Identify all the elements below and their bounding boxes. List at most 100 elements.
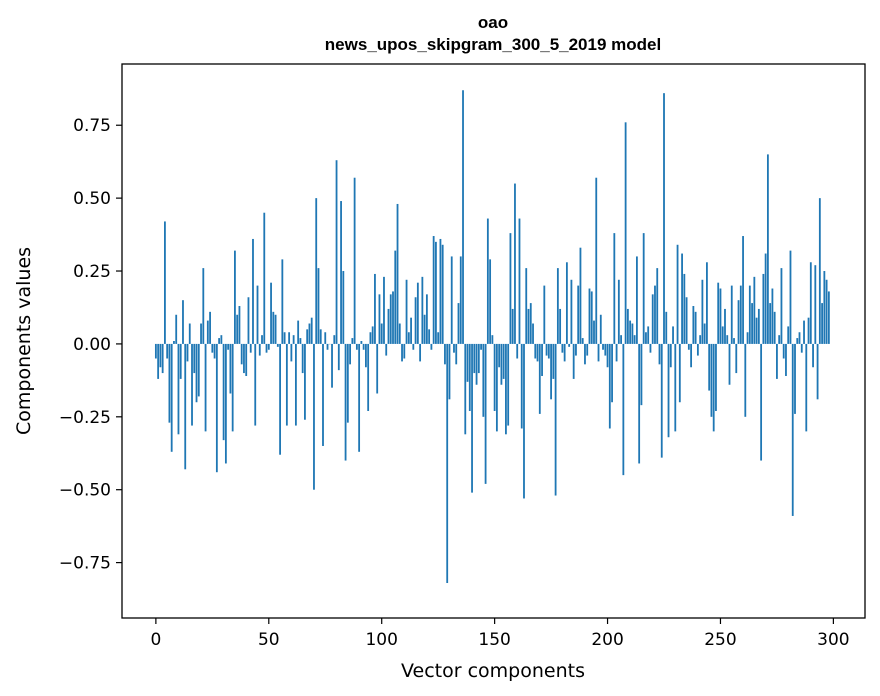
bar [687, 343, 690, 350]
bar [435, 241, 437, 344]
bar [428, 329, 431, 344]
bar [365, 343, 367, 368]
bar [785, 343, 787, 376]
bar [717, 282, 720, 344]
bar [547, 343, 550, 359]
bar [588, 288, 591, 344]
bar [622, 343, 625, 476]
bar [154, 343, 157, 359]
bar [346, 343, 349, 423]
bar [602, 343, 604, 350]
bar [396, 203, 399, 344]
bar [229, 343, 232, 394]
bar [726, 335, 729, 344]
bar [498, 343, 501, 368]
bar [209, 311, 211, 344]
bar [383, 276, 385, 344]
bar [453, 343, 455, 353]
y-tick-label: −0.50 [59, 481, 111, 501]
x-tick-label: 0 [150, 630, 161, 650]
bar [821, 303, 823, 344]
bar [164, 221, 166, 344]
bar [780, 268, 783, 344]
bar [550, 343, 552, 400]
bar [331, 343, 333, 388]
bar [511, 308, 514, 344]
plot-frame [121, 63, 866, 619]
bar [220, 335, 223, 344]
bar [629, 320, 632, 344]
bar [735, 343, 738, 374]
bar [283, 332, 286, 344]
bar [651, 294, 654, 344]
bar [353, 177, 356, 344]
bar [638, 343, 641, 464]
bar [304, 343, 306, 420]
bar [200, 323, 202, 344]
bar [188, 323, 191, 344]
bar [161, 343, 164, 374]
bar [563, 343, 566, 362]
bar [805, 343, 808, 432]
bar [518, 218, 521, 344]
bar [401, 343, 403, 362]
bar [712, 343, 715, 432]
bar [392, 291, 394, 344]
bar [755, 317, 758, 344]
bar [256, 285, 259, 344]
bar [249, 343, 252, 353]
bar [803, 320, 805, 344]
bar [606, 343, 609, 368]
bar [333, 335, 336, 344]
bar [538, 343, 541, 414]
bar [306, 329, 309, 344]
bar [769, 303, 772, 344]
bar [575, 343, 577, 356]
bar [444, 343, 446, 365]
bar [195, 343, 198, 403]
bar [520, 343, 523, 429]
bar [455, 343, 458, 365]
bar [204, 343, 207, 432]
bar [371, 326, 374, 344]
bar [778, 335, 781, 344]
bar [317, 268, 320, 344]
x-axis: 0 50 100 150 200 250 300 [150, 618, 850, 650]
bar [416, 282, 419, 344]
bar [166, 343, 169, 359]
bar [159, 343, 162, 368]
bar [367, 343, 370, 411]
bar [516, 343, 519, 359]
bar [626, 308, 629, 344]
bar [326, 343, 329, 350]
bar [376, 343, 379, 394]
bar [584, 343, 586, 365]
bar [703, 323, 706, 344]
bar [439, 238, 442, 344]
bar [211, 343, 214, 353]
bar [699, 335, 702, 344]
bar [733, 338, 735, 344]
bar [349, 343, 351, 365]
bar [773, 311, 776, 344]
bar [559, 308, 562, 344]
bar [324, 332, 327, 344]
bar [642, 233, 645, 344]
bar [514, 183, 516, 344]
bar [355, 343, 358, 350]
bar [541, 343, 543, 376]
bar [276, 343, 279, 347]
bar [358, 343, 361, 452]
bar [760, 343, 763, 461]
bar [730, 285, 733, 344]
bar [663, 93, 665, 344]
bar [430, 343, 433, 350]
bar [468, 343, 471, 411]
y-tick-label: 0.00 [73, 335, 111, 355]
bar [525, 268, 528, 344]
bar [378, 294, 381, 344]
x-tick-label: 100 [365, 630, 397, 650]
y-axis: −0.75 −0.50 −0.25 0.00 0.25 0.50 0.75 [59, 116, 122, 574]
bar [234, 250, 236, 344]
